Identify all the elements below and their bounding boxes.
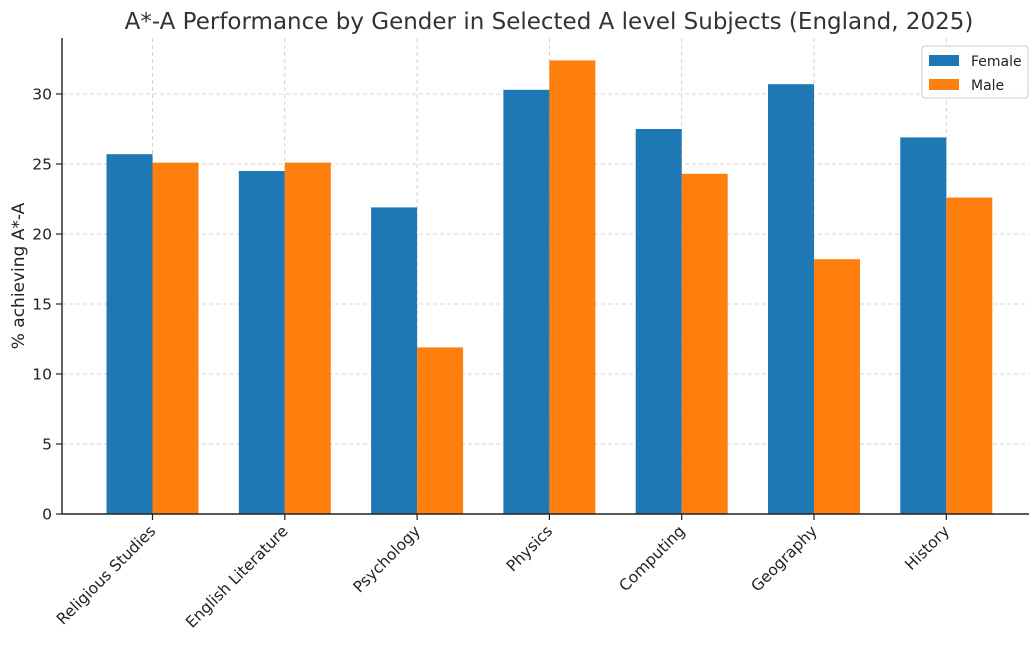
y-tick-label: 15 [32,296,52,314]
legend-label-female: Female [971,54,1022,70]
legend: Female Male [921,45,1029,99]
y-axis-label: % achieving A*-A [9,202,29,349]
legend-swatch-male [929,79,959,90]
y-tick-label: 0 [42,506,52,524]
bar-male-religious-studies [152,162,199,514]
chart-title: A*-A Performance by Gender in Selected A… [125,9,974,35]
y-tick-label: 5 [42,436,52,454]
bar-male-psychology [417,347,464,514]
bar-male-geography [814,259,860,514]
bar-female-religious-studies [106,154,153,514]
legend-swatch-female [929,55,959,66]
bar-female-english-literature [238,171,285,514]
bar-female-computing [635,129,682,514]
y-ticks: 0 5 10 15 20 25 30 [32,86,62,524]
y-tick-label: 25 [32,156,52,174]
bar-male-history [946,197,993,514]
bar-male-computing [681,173,728,515]
bar-female-physics [503,89,550,515]
y-tick-label: 10 [32,366,52,384]
bar-female-geography [768,84,814,514]
bar-male-physics [549,60,596,515]
bars [106,60,993,515]
legend-label-male: Male [971,78,1004,94]
y-tick-label: 20 [32,226,52,244]
axes [61,38,1029,515]
bar-female-psychology [371,207,418,514]
bar-male-english-literature [284,162,331,514]
y-tick-label: 30 [32,86,52,104]
bar-female-history [900,137,947,514]
